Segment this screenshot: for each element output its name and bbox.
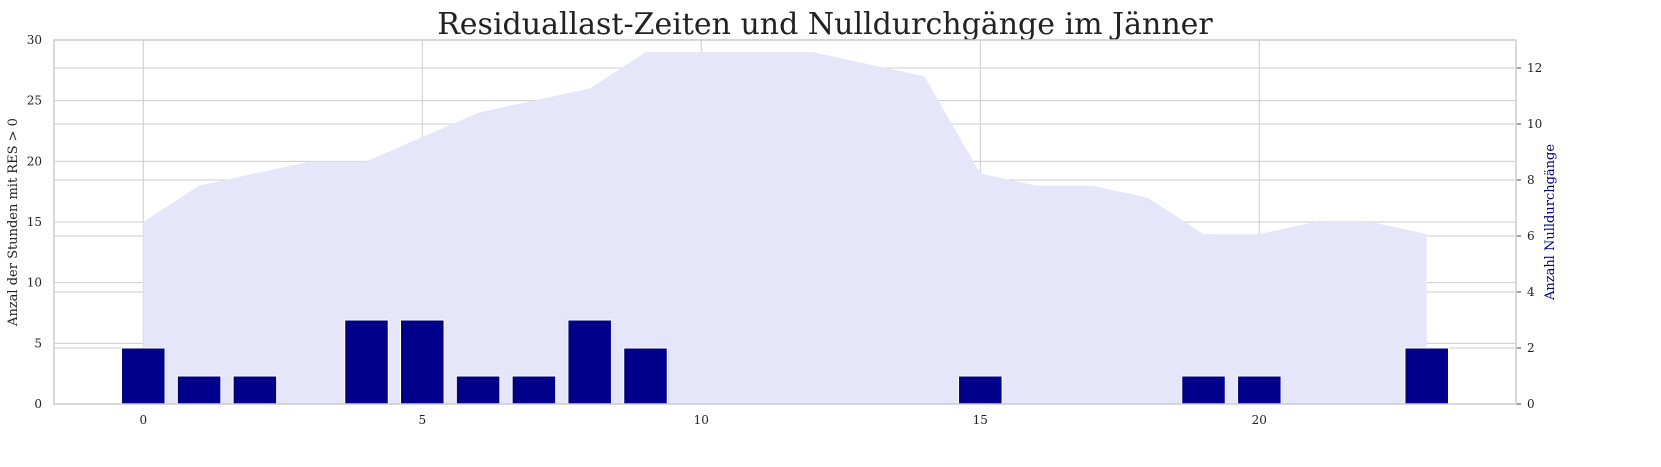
zero-crossing-bar — [1405, 348, 1449, 404]
y-axis-label: Anzal der Stunden mit RES > 0 — [6, 118, 21, 327]
zero-crossing-bar — [233, 376, 277, 404]
zero-crossing-bar — [624, 348, 668, 404]
zero-crossing-bar — [177, 376, 221, 404]
y2-tick-label: 12 — [1527, 61, 1542, 75]
y-tick-label: 30 — [27, 33, 42, 47]
x-tick-labels: 0 5 10 15 20 — [139, 413, 1266, 427]
y-tick-labels: 0 5 10 15 20 25 30 — [27, 33, 42, 411]
y2-tick-label: 0 — [1527, 397, 1535, 411]
x-tick-label: 0 — [139, 413, 147, 427]
y2-tick-labels: 0 2 4 6 8 10 12 — [1527, 61, 1542, 411]
zero-crossing-bar — [568, 320, 612, 404]
zero-crossing-bar — [1182, 376, 1226, 404]
x-tick-label: 10 — [694, 413, 709, 427]
area-layer — [143, 52, 1426, 404]
residual-hours-area — [143, 52, 1426, 404]
zero-crossing-bar — [456, 376, 500, 404]
y2-tick-label: 2 — [1527, 341, 1535, 355]
y-tick-label: 25 — [27, 94, 42, 108]
y-tick-label: 20 — [27, 154, 42, 168]
chart-title: Residuallast-Zeiten und Nulldurchgänge i… — [437, 7, 1213, 42]
x-tick-label: 15 — [973, 413, 988, 427]
y2-tick-label: 4 — [1527, 285, 1535, 299]
zero-crossing-bar — [959, 376, 1003, 404]
zero-crossing-bar — [345, 320, 389, 404]
x-tick-label: 5 — [418, 413, 426, 427]
y-tick-label: 0 — [34, 397, 42, 411]
zero-crossing-bar — [122, 348, 166, 404]
y2-tick-label: 6 — [1527, 229, 1535, 243]
y-tick-label: 15 — [27, 215, 42, 229]
y2-axis-label: Anzahl Nulldurchgänge — [1543, 144, 1558, 301]
y-tick-label: 10 — [27, 276, 42, 290]
zero-crossing-bar — [512, 376, 556, 404]
y2-tick-label: 8 — [1527, 173, 1535, 187]
zero-crossing-bar — [1238, 376, 1282, 404]
zero-crossing-bar — [401, 320, 445, 404]
x-tick-label: 20 — [1252, 413, 1267, 427]
y-tick-label: 5 — [34, 336, 42, 350]
y2-tick-label: 10 — [1527, 117, 1542, 131]
